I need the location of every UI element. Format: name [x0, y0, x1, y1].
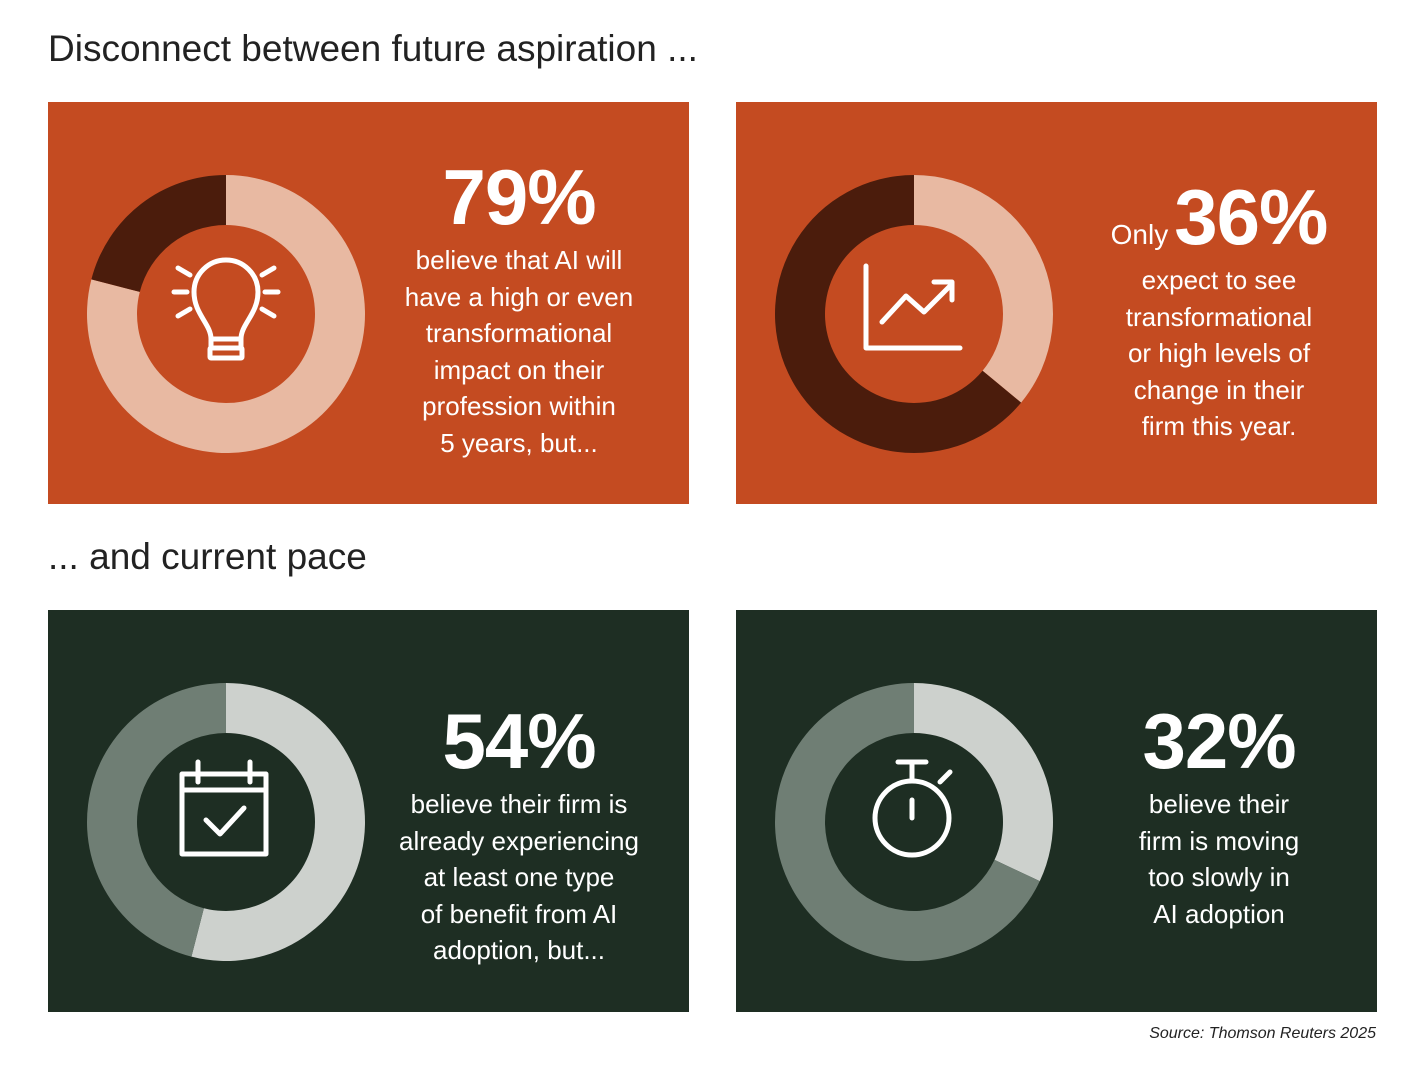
aspiration-heading: Disconnect between future aspiration ...	[48, 28, 698, 69]
percent-value: 32%	[1142, 697, 1296, 785]
stat-text-79: 79% believe that AI will have a high or …	[380, 158, 658, 461]
source-note: Source: Thomson Reuters 2025	[1149, 1025, 1376, 1042]
donut-slice-remainder	[775, 175, 1022, 453]
stat-text-54: 54% believe their firm is already experi…	[380, 702, 658, 969]
donut-slice-value	[914, 175, 1053, 403]
donut-slice-value	[191, 683, 366, 961]
donut-slice-remainder	[91, 175, 226, 292]
percent-value: 79%	[442, 153, 596, 241]
lightbulb-icon	[171, 257, 281, 361]
donut-chart-79	[87, 175, 365, 453]
percent-value: 54%	[442, 697, 596, 785]
stat-text-36: Only36% expect to see transformational o…	[1080, 178, 1358, 445]
pace-heading: ... and current pace	[48, 536, 367, 577]
donut-slice-value	[914, 683, 1053, 882]
growth-chart-icon	[863, 263, 963, 351]
donut-slice-remainder	[775, 683, 1040, 961]
prefix-label: Only	[1110, 219, 1169, 250]
stat-description: believe their firm is already experienci…	[399, 789, 639, 965]
stat-panel-54: 54% believe their firm is already experi…	[48, 610, 689, 1012]
stat-text-32: 32% believe their firm is moving too slo…	[1080, 702, 1358, 932]
stat-description: expect to see transformational or high l…	[1125, 265, 1313, 441]
calendar-check-icon	[179, 759, 269, 857]
stopwatch-icon	[872, 759, 953, 858]
donut-chart-54	[87, 683, 366, 961]
stat-panel-32: 32% believe their firm is moving too slo…	[736, 610, 1377, 1012]
donut-slice-value	[87, 175, 365, 453]
donut-chart-36	[775, 175, 1053, 453]
donut-chart-32	[775, 683, 1053, 961]
stat-panel-79: 79% believe that AI will have a high or …	[48, 102, 689, 504]
percent-value: 36%	[1174, 173, 1328, 261]
stat-description: believe their firm is moving too slowly …	[1138, 789, 1300, 929]
stat-description: believe that AI will have a high or even…	[404, 245, 634, 458]
donut-slice-remainder	[87, 683, 226, 957]
stat-panel-36: Only36% expect to see transformational o…	[736, 102, 1377, 504]
